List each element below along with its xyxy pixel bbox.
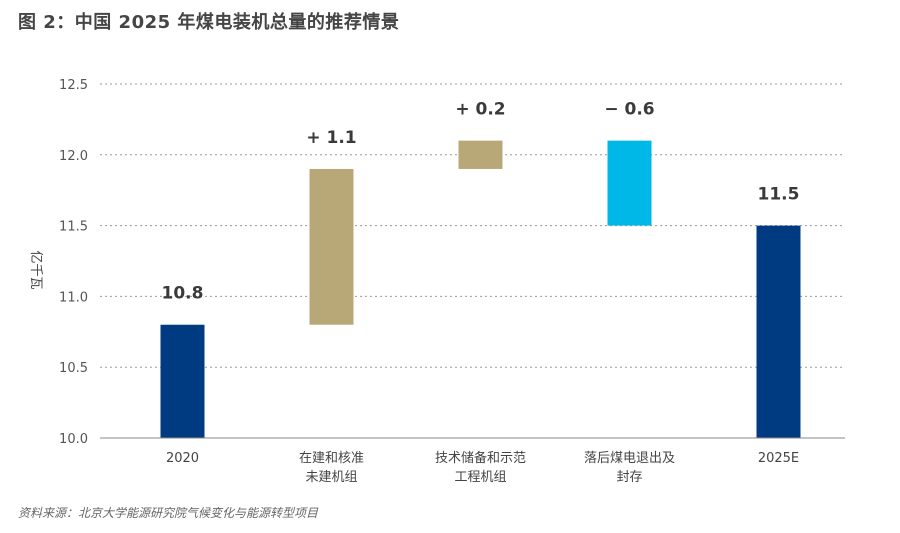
y-axis-label: 亿千瓦	[28, 250, 43, 289]
bar	[607, 140, 652, 226]
data-label: + 0.2	[455, 100, 505, 120]
y-tick-label: 11.5	[59, 220, 88, 235]
bars	[160, 140, 801, 438]
data-label: + 1.1	[306, 128, 356, 148]
x-category-label: 工程机组	[454, 470, 506, 485]
x-category-label: 2020	[166, 451, 199, 466]
x-category-label: 封存	[616, 470, 642, 485]
y-axis-ticks: 10.0 10.5 11.0 11.5 12.0 12.5	[59, 78, 88, 447]
bar	[756, 225, 801, 438]
y-tick-label: 11.0	[59, 290, 88, 305]
grid-layer	[100, 83, 845, 368]
x-category-label: 技术储备和示范	[435, 450, 526, 466]
bar	[309, 168, 354, 325]
y-tick-label: 10.0	[59, 432, 88, 447]
data-labels: 10.8 + 1.1 + 0.2 − 0.6 11.5	[162, 100, 800, 304]
y-tick-label: 12.0	[59, 149, 88, 164]
x-category-label: 在建和核准	[299, 451, 364, 466]
data-label: 11.5	[758, 185, 800, 205]
y-tick-label: 10.5	[59, 361, 88, 376]
data-label: 10.8	[162, 284, 204, 304]
chart-title: 图 2：中国 2025 年煤电装机总量的推荐情景	[18, 12, 400, 33]
bar	[458, 140, 503, 169]
source-note: 资料来源：北京大学能源研究院气候变化与能源转型项目	[18, 506, 319, 520]
y-tick-label: 12.5	[59, 78, 88, 93]
x-category-label: 落后煤电退出及	[584, 451, 675, 466]
bar	[160, 324, 205, 438]
x-category-label: 2025E	[758, 451, 799, 466]
data-label: − 0.6	[604, 100, 654, 120]
x-category-label: 未建机组	[305, 470, 357, 485]
